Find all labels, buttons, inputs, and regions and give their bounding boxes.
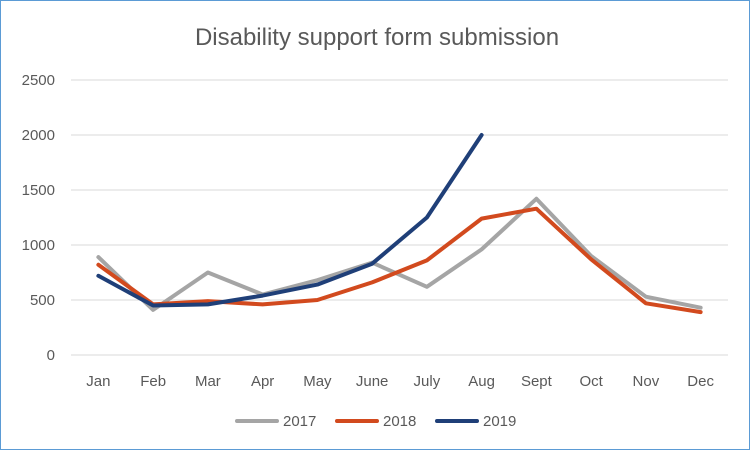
legend-label-2018: 2018 [383,413,416,430]
x-tick-label: Nov [633,373,660,390]
series-lines [96,133,703,315]
x-tick-label: Feb [140,373,166,390]
series-line-2017 [96,196,703,312]
series-line-2018 [96,206,703,315]
series-line-2019 [96,133,484,308]
x-axis-ticks: Jan Feb Mar Apr May June July Aug Sept Oct Nov Dec [86,373,714,390]
chart-title: Disability support form submission [195,24,559,51]
legend: 2017 2018 2019 [235,413,516,430]
y-tick-label: 0 [47,347,55,364]
x-tick-label: Aug [468,373,495,390]
x-tick-label: Jan [86,373,110,390]
y-tick-label: 2500 [22,72,55,89]
x-tick-label: Apr [251,373,274,390]
x-tick-label: July [414,373,441,390]
x-tick-label: Oct [579,373,603,390]
y-tick-label: 1500 [22,182,55,199]
y-tick-label: 2000 [22,127,55,144]
y-axis-ticks: 0 500 1000 1500 2000 2500 [22,72,55,364]
gridlines [71,79,728,356]
x-tick-label: Mar [195,373,221,390]
y-tick-label: 500 [30,292,55,309]
x-tick-label: June [356,373,389,390]
x-tick-label: May [303,373,332,390]
legend-label-2019: 2019 [483,413,516,430]
y-tick-label: 1000 [22,237,55,254]
x-tick-label: Dec [687,373,714,390]
x-tick-label: Sept [521,373,553,390]
legend-label-2017: 2017 [283,413,316,430]
